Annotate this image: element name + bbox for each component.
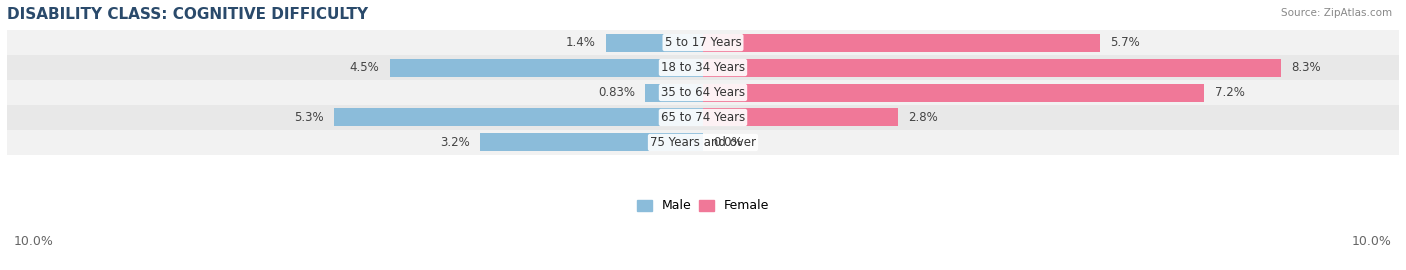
Text: Source: ZipAtlas.com: Source: ZipAtlas.com: [1281, 8, 1392, 18]
Text: 10.0%: 10.0%: [1353, 235, 1392, 248]
Text: 35 to 64 Years: 35 to 64 Years: [661, 86, 745, 99]
Bar: [7, 80, 1399, 105]
Bar: [389, 59, 703, 76]
Text: 0.83%: 0.83%: [598, 86, 634, 99]
Text: 10.0%: 10.0%: [14, 235, 53, 248]
Bar: [606, 33, 703, 52]
Text: 18 to 34 Years: 18 to 34 Years: [661, 61, 745, 74]
Text: 7.2%: 7.2%: [1215, 86, 1244, 99]
Text: 65 to 74 Years: 65 to 74 Years: [661, 111, 745, 124]
Bar: [645, 83, 703, 102]
Text: 5 to 17 Years: 5 to 17 Years: [665, 36, 741, 49]
Text: 75 Years and over: 75 Years and over: [650, 136, 756, 149]
Text: 3.2%: 3.2%: [440, 136, 470, 149]
Text: 8.3%: 8.3%: [1291, 61, 1320, 74]
Bar: [7, 130, 1399, 155]
Bar: [481, 133, 703, 151]
Text: 1.4%: 1.4%: [565, 36, 595, 49]
Bar: [703, 33, 1099, 52]
Text: 0.0%: 0.0%: [713, 136, 742, 149]
Text: DISABILITY CLASS: COGNITIVE DIFFICULTY: DISABILITY CLASS: COGNITIVE DIFFICULTY: [7, 7, 368, 22]
Bar: [7, 55, 1399, 80]
Bar: [703, 59, 1281, 76]
Bar: [7, 30, 1399, 55]
Bar: [335, 109, 703, 126]
Text: 5.7%: 5.7%: [1111, 36, 1140, 49]
Bar: [703, 83, 1204, 102]
Bar: [7, 105, 1399, 130]
Bar: [703, 109, 898, 126]
Text: 4.5%: 4.5%: [350, 61, 380, 74]
Legend: Male, Female: Male, Female: [631, 194, 775, 217]
Text: 5.3%: 5.3%: [294, 111, 323, 124]
Text: 2.8%: 2.8%: [908, 111, 938, 124]
